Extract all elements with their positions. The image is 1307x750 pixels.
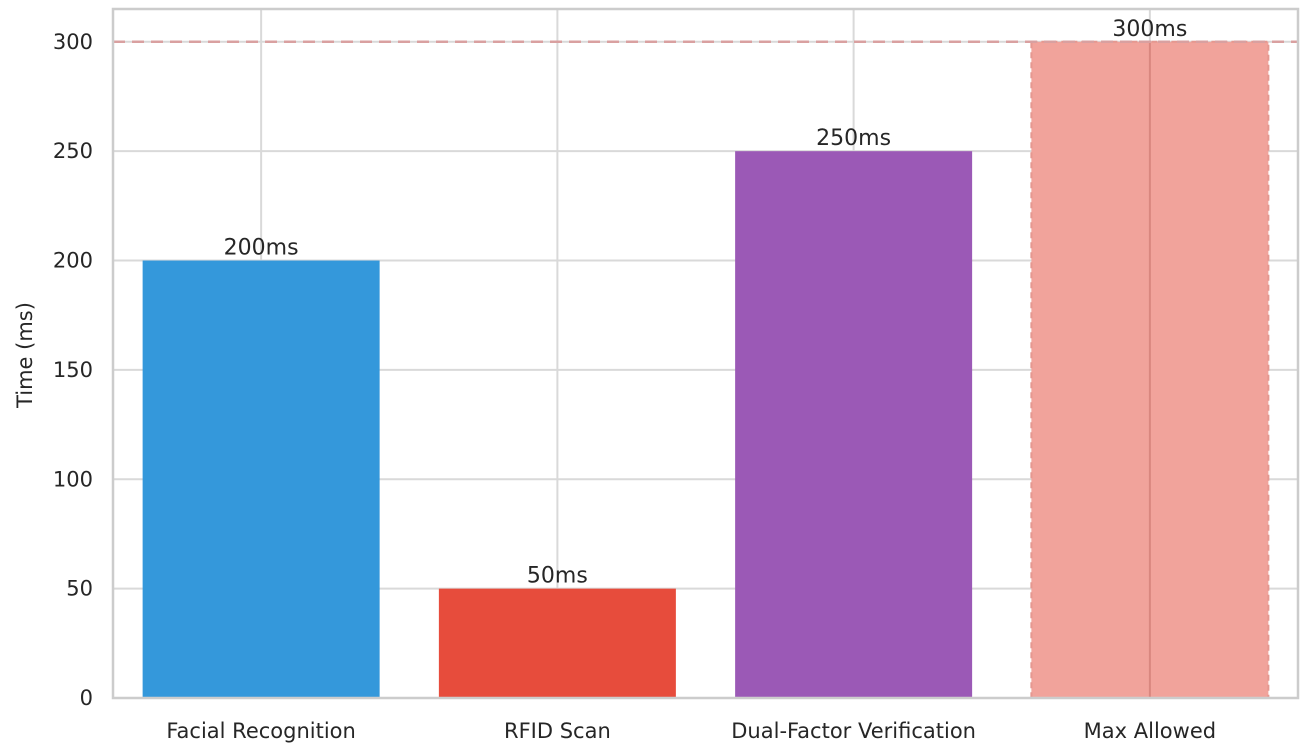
y-axis-label: Time (ms): [13, 302, 37, 409]
y-tick-label: 0: [80, 686, 93, 710]
data-label: 200ms: [224, 236, 299, 261]
plot-frame: [111, 7, 1300, 700]
y-tick-label: 250: [53, 139, 93, 163]
y-tick-label: 100: [53, 467, 93, 491]
x-tick-label: Facial Recognition: [166, 719, 355, 743]
bar: [735, 151, 973, 698]
y-tick-label: 150: [53, 358, 93, 382]
x-tick-label: Max Allowed: [1084, 719, 1216, 743]
data-label: 50ms: [527, 564, 588, 589]
x-tick-label: Dual-Factor Verification: [731, 719, 976, 743]
data-label: 250ms: [816, 126, 891, 151]
y-tick-label: 50: [66, 577, 93, 601]
bar: [142, 260, 380, 698]
bar: [438, 588, 676, 698]
label-layer: 0 50 100 150 200 250 300 200ms Facial Recognitio…: [53, 17, 1216, 743]
y-tick-label: 300: [53, 30, 93, 54]
x-tick-label: RFID Scan: [504, 719, 611, 743]
data-label: 300ms: [1112, 17, 1187, 42]
y-tick-label: 200: [53, 249, 93, 273]
axes-frame: [111, 7, 1300, 700]
reference-line-layer: [113, 40, 1298, 698]
